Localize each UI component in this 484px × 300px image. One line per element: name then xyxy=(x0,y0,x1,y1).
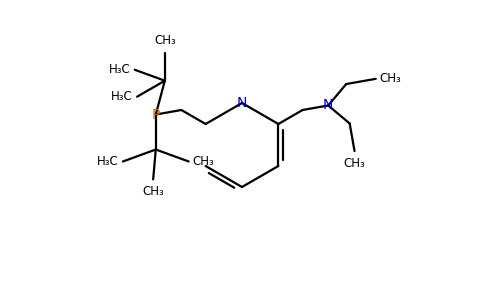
Text: P: P xyxy=(151,107,160,122)
Text: H₃C: H₃C xyxy=(97,155,119,168)
Text: N: N xyxy=(237,96,247,110)
Text: CH₃: CH₃ xyxy=(193,155,214,168)
Text: CH₃: CH₃ xyxy=(344,157,365,170)
Text: N: N xyxy=(323,98,333,112)
Text: CH₃: CH₃ xyxy=(154,34,176,47)
Text: CH₃: CH₃ xyxy=(380,72,402,85)
Text: H₃C: H₃C xyxy=(109,63,131,76)
Text: CH₃: CH₃ xyxy=(142,185,164,198)
Text: H₃C: H₃C xyxy=(111,90,133,103)
